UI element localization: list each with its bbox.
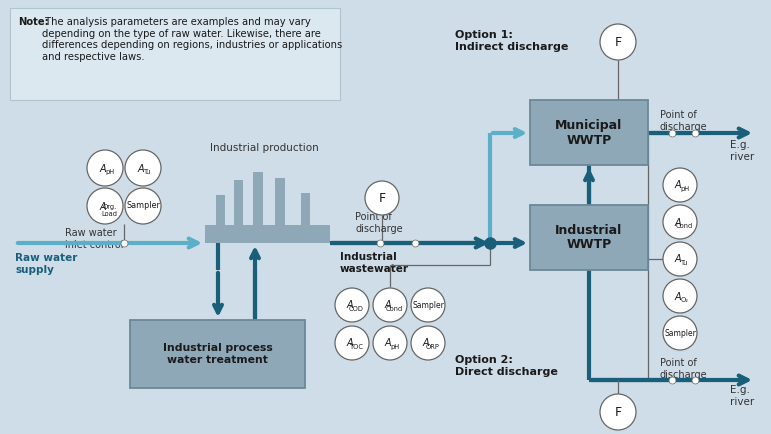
Circle shape [663,242,697,276]
Text: Raw water
inlet control: Raw water inlet control [65,228,123,250]
Text: pH: pH [680,186,689,192]
Text: ORP: ORP [426,344,439,350]
Polygon shape [205,225,330,243]
Text: Option 2:
Direct discharge: Option 2: Direct discharge [455,355,558,377]
Text: E.g.
river: E.g. river [730,385,754,407]
Circle shape [411,326,445,360]
Text: O₂: O₂ [681,297,689,303]
Text: Point of
discharge: Point of discharge [660,110,708,132]
Text: Industrial
WWTP: Industrial WWTP [555,224,623,251]
Text: Cond: Cond [386,306,403,312]
FancyBboxPatch shape [530,100,648,165]
Circle shape [663,279,697,313]
Text: pH: pH [390,344,399,350]
Text: pH: pH [105,169,114,175]
Circle shape [87,150,123,186]
Polygon shape [234,180,243,225]
Circle shape [600,394,636,430]
Text: A: A [99,164,106,174]
Text: A: A [346,339,353,349]
Text: E.g.
river: E.g. river [730,140,754,161]
Circle shape [365,181,399,215]
Text: Cond: Cond [676,223,693,229]
Text: The analysis parameters are examples and may vary
depending on the type of raw w: The analysis parameters are examples and… [42,17,342,62]
Text: Industrial production: Industrial production [210,143,318,153]
FancyBboxPatch shape [530,205,648,270]
Circle shape [663,316,697,350]
Text: Raw water
supply: Raw water supply [15,253,77,275]
Circle shape [125,150,161,186]
Text: Tu: Tu [681,260,689,266]
FancyBboxPatch shape [130,320,305,388]
Polygon shape [275,178,285,225]
Text: A: A [674,292,681,302]
Text: Industrial process
water treatment: Industrial process water treatment [163,343,272,365]
Circle shape [663,205,697,239]
Polygon shape [301,193,309,225]
Text: A: A [423,339,429,349]
Text: Sampler: Sampler [664,329,696,338]
Text: A: A [674,254,681,264]
Circle shape [411,288,445,322]
Text: COD: COD [349,306,364,312]
Text: F: F [614,36,621,49]
Text: A: A [384,339,391,349]
Text: Point of
discharge: Point of discharge [355,212,402,233]
Text: A: A [99,201,106,211]
Text: F: F [379,191,386,204]
Circle shape [373,326,407,360]
Text: Option 1:
Indirect discharge: Option 1: Indirect discharge [455,30,568,52]
Text: A: A [674,217,681,227]
Circle shape [373,288,407,322]
Text: Sampler: Sampler [412,300,444,309]
Text: Note:: Note: [18,17,49,27]
Text: A: A [137,164,144,174]
Circle shape [335,326,369,360]
Polygon shape [253,172,263,225]
Circle shape [87,188,123,224]
Text: TOC: TOC [349,344,363,350]
Circle shape [125,188,161,224]
Text: A: A [674,181,681,191]
Text: A: A [384,300,391,310]
Circle shape [600,24,636,60]
Text: Org.
Load: Org. Load [102,204,117,217]
Circle shape [663,168,697,202]
Text: Industrial
wastewater: Industrial wastewater [340,252,409,273]
Text: Point of
discharge: Point of discharge [660,358,708,380]
Text: A: A [346,300,353,310]
Text: Sampler: Sampler [126,201,160,210]
Text: Tu: Tu [144,169,151,175]
Text: Municipal
WWTP: Municipal WWTP [555,118,623,147]
Text: F: F [614,405,621,418]
Circle shape [335,288,369,322]
FancyBboxPatch shape [10,8,340,100]
Polygon shape [216,195,224,225]
